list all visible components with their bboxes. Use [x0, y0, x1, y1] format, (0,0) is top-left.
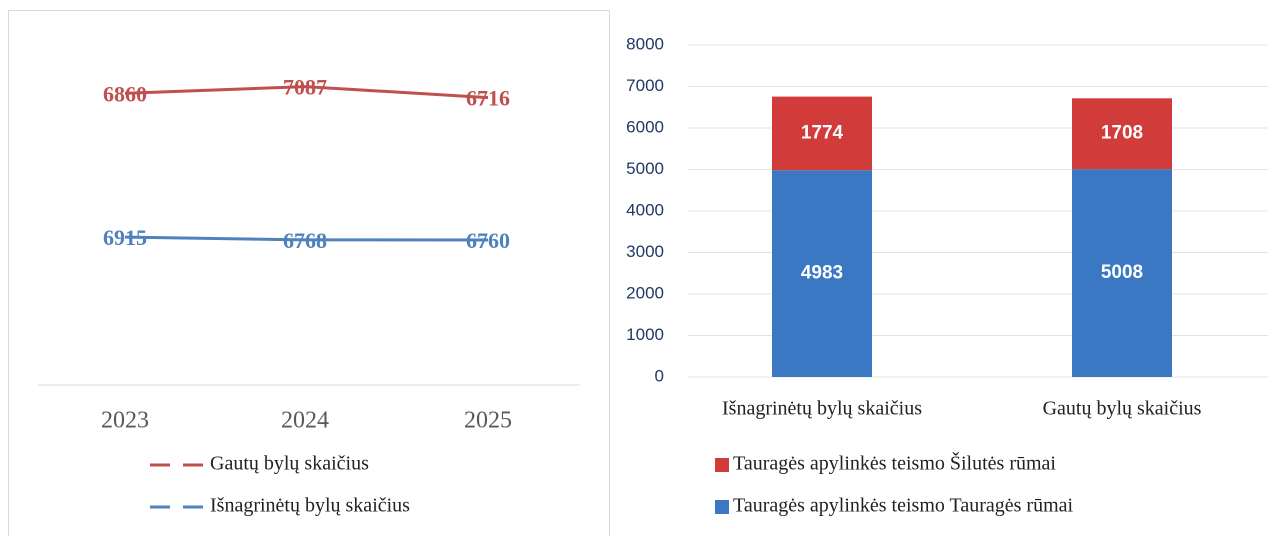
legend-label: Išnagrinėtų bylų skaičius [210, 495, 410, 517]
y-tick-label: 8000 [626, 34, 664, 53]
data-label: 1708 [1101, 123, 1143, 144]
data-label: 1774 [801, 122, 844, 143]
data-label: 7087 [283, 75, 327, 100]
legend-label: Tauragės apylinkės teismo Šilutės rūmai [733, 451, 1056, 475]
data-label: 6915 [103, 225, 147, 250]
bar-segment [1072, 169, 1172, 377]
y-tick-label: 0 [655, 366, 664, 385]
y-tick-label: 6000 [626, 117, 664, 136]
legend-swatch [715, 500, 729, 514]
line [124, 85, 489, 100]
line [124, 235, 489, 242]
x-tick-label: 2025 [464, 408, 512, 434]
y-tick-label: 4000 [626, 200, 664, 219]
data-label: 6860 [103, 81, 147, 106]
y-tick-label: 5000 [626, 159, 664, 178]
bar-segment [772, 170, 872, 377]
x-tick-label: Gautų bylų skaičius [1043, 398, 1202, 420]
x-tick-label: Išnagrinėtų bylų skaičius [722, 398, 922, 420]
x-tick-label: 2023 [101, 408, 149, 434]
data-label: 6760 [466, 228, 510, 253]
bar-segment [1072, 98, 1172, 170]
data-label: 6716 [466, 86, 510, 111]
data-label: 6768 [283, 228, 327, 253]
y-tick-label: 1000 [626, 325, 664, 344]
y-tick-label: 7000 [626, 76, 664, 95]
x-tick-label: 2024 [281, 408, 329, 434]
data-label: 4983 [801, 263, 843, 284]
data-label: 5008 [1101, 262, 1143, 283]
legend-swatch [715, 458, 729, 472]
legend-label: Tauragės apylinkės teismo Tauragės rūmai [733, 495, 1074, 517]
bar-segment [772, 96, 872, 171]
y-tick-label: 3000 [626, 242, 664, 261]
y-tick-label: 2000 [626, 283, 664, 302]
left-panel [8, 10, 610, 536]
legend-label: Gautų bylų skaičius [210, 453, 369, 475]
